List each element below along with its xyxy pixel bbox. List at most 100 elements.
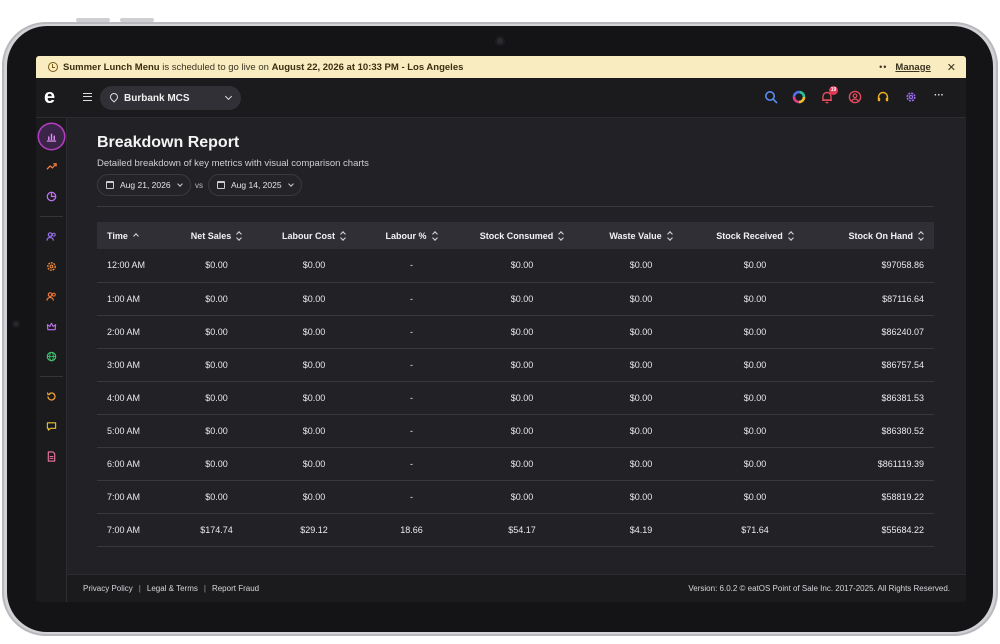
- cell-net-sales: $0.00: [168, 282, 265, 316]
- customers-icon: [46, 292, 56, 301]
- column-header-net-sales[interactable]: Net Sales: [168, 222, 265, 249]
- cell-time: 2:00 AM: [97, 315, 168, 349]
- cell-stock-consumed: $0.00: [460, 249, 584, 283]
- location-name: Burbank MCS: [124, 92, 190, 104]
- column-header-time[interactable]: Time: [97, 222, 168, 249]
- chevron-down-icon: [287, 181, 294, 187]
- headset-icon[interactable]: [876, 90, 890, 104]
- table-row: 2:00 AM $0.00 $0.00- $0.00 $0.00 $0.00 $86240.…: [97, 315, 934, 349]
- eatos-logo[interactable]: e: [44, 86, 56, 108]
- page-title: Breakdown Report: [97, 134, 240, 151]
- legal-terms-link[interactable]: Legal & Terms: [146, 584, 198, 593]
- cell-time: 6:00 AM: [97, 447, 168, 481]
- cell-stock-received: $0.00: [698, 348, 812, 382]
- cell-stock-consumed: $0.00: [460, 447, 584, 481]
- table-body: 12:00 AM $0.00 $0.00- $0.00 $0.00 $0.00 $97058…: [97, 249, 934, 547]
- version-info: Version: 6.0.2 © eatOS Point of Sale Inc…: [688, 584, 950, 593]
- calendar-icon: [106, 181, 114, 189]
- cell-labour-cost: $0.00: [265, 348, 363, 382]
- bell-icon[interactable]: 19: [820, 86, 838, 104]
- sidebar-item-loyalty[interactable]: [39, 314, 64, 339]
- column-header-labour-cost[interactable]: Labour Cost: [265, 222, 363, 249]
- sidebar-item-trends[interactable]: [39, 154, 64, 179]
- sidebar-item-documents[interactable]: [39, 444, 64, 469]
- column-header-stock-consumed[interactable]: Stock Consumed: [460, 222, 584, 249]
- cell-labour-cost: $0.00: [265, 480, 363, 514]
- cell-stock-consumed: $0.00: [460, 348, 584, 382]
- date-from-label: Aug 21, 2026: [120, 180, 171, 190]
- cell-stock-consumed: $0.00: [460, 480, 584, 514]
- user-circle-icon[interactable]: [848, 90, 862, 104]
- banner-text: is scheduled to go live on: [159, 61, 272, 73]
- cell-time: 12:00 AM: [97, 249, 168, 283]
- table-row: 5:00 AM $0.00 $0.00- $0.00 $0.00 $0.00 $86380.…: [97, 414, 934, 448]
- comparison-vs-label: vs: [195, 181, 203, 190]
- cell-time: 4:00 AM: [97, 381, 168, 415]
- cell-stock-received: $0.00: [698, 315, 812, 349]
- cell-stock-received: $0.00: [698, 381, 812, 415]
- more-icon[interactable]: ···: [934, 90, 944, 101]
- cell-waste-value: $0.00: [584, 447, 698, 481]
- search-icon[interactable]: [764, 90, 778, 104]
- column-header-waste-value[interactable]: Waste Value: [584, 222, 698, 249]
- notification-count-badge: 19: [829, 86, 838, 95]
- report-content: Breakdown Report Detailed breakdown of k…: [67, 118, 966, 574]
- cell-waste-value: $0.00: [584, 480, 698, 514]
- sidebar-item-online[interactable]: [39, 344, 64, 369]
- banner-datetime: August 22, 2026 at 10:33 PM - Los Angele…: [271, 61, 464, 73]
- column-header-stock-received[interactable]: Stock Received: [698, 222, 812, 249]
- cell-stock-consumed: $0.00: [460, 414, 584, 448]
- date-from-picker[interactable]: Aug 21, 2026: [97, 174, 191, 196]
- cell-labour-percent: -: [363, 249, 460, 283]
- cell-stock-on-hand: $86757.54: [812, 348, 934, 382]
- colorful-ring-icon[interactable]: [792, 90, 806, 104]
- cell-stock-on-hand: $861119.39: [812, 447, 934, 481]
- banner-manage-link[interactable]: Manage: [895, 61, 931, 73]
- cell-labour-percent: -: [363, 414, 460, 448]
- app-screen: Summer Lunch Menu is scheduled to go liv…: [36, 56, 966, 602]
- top-bar: e Burbank MCS 19: [36, 78, 966, 118]
- sidebar-divider: [40, 376, 63, 377]
- cell-stock-on-hand: $87116.64: [812, 282, 934, 316]
- menu-icon[interactable]: [83, 93, 92, 101]
- cell-waste-value: $4.19: [584, 513, 698, 547]
- table-row: 3:00 AM $0.00 $0.00- $0.00 $0.00 $0.00 $86757.…: [97, 348, 934, 382]
- pie-chart-icon: [46, 191, 57, 202]
- table-row: 7:00 AM $174.74 $29.12 18.66 $54.17 $4.19 $71.…: [97, 513, 934, 547]
- cell-net-sales: $0.00: [168, 447, 265, 481]
- sort-icon: [236, 232, 242, 240]
- report-fraud-link[interactable]: Report Fraud: [211, 584, 260, 593]
- banner-menu-name: Summer Lunch Menu: [63, 61, 160, 73]
- privacy-policy-link[interactable]: Privacy Policy: [83, 584, 133, 593]
- cell-labour-cost: $0.00: [265, 414, 363, 448]
- cell-stock-on-hand: $97058.86: [812, 249, 934, 283]
- cell-stock-consumed: $0.00: [460, 282, 584, 316]
- date-to-picker[interactable]: Aug 14, 2025: [208, 174, 302, 196]
- sidebar-divider: [40, 216, 63, 217]
- cell-waste-value: $0.00: [584, 282, 698, 316]
- gear-icon[interactable]: [904, 90, 918, 104]
- sidebar-item-messages[interactable]: [39, 414, 64, 439]
- banner-progress-dots: ••: [879, 62, 888, 72]
- chevron-down-icon: [224, 92, 233, 101]
- sidebar-item-inventory[interactable]: [39, 254, 64, 279]
- column-header-stock-on-hand[interactable]: Stock On Hand: [812, 222, 934, 249]
- cell-stock-on-hand: $86380.52: [812, 414, 934, 448]
- crown-icon: [46, 322, 57, 331]
- column-header-labour-percent[interactable]: Labour %: [363, 222, 460, 249]
- sidebar-item-reports[interactable]: [39, 124, 64, 149]
- banner-close-icon[interactable]: ✕: [946, 61, 956, 74]
- sidebar-item-history[interactable]: [39, 384, 64, 409]
- device-power-button: [120, 18, 154, 22]
- cell-stock-received: $0.00: [698, 282, 812, 316]
- table-header-row: Time Net Sales Labour Cost Labour % Stoc…: [97, 222, 934, 249]
- cell-labour-percent: -: [363, 381, 460, 415]
- cell-stock-received: $0.00: [698, 480, 812, 514]
- sidebar-item-customers[interactable]: [39, 284, 64, 309]
- sidebar-item-employees[interactable]: [39, 224, 64, 249]
- sort-icon: [432, 232, 438, 240]
- location-selector[interactable]: Burbank MCS: [100, 86, 241, 110]
- cell-stock-on-hand: $55684.22: [812, 513, 934, 547]
- sidebar-item-analytics[interactable]: [39, 184, 64, 209]
- page-subtitle: Detailed breakdown of key metrics with v…: [97, 158, 369, 169]
